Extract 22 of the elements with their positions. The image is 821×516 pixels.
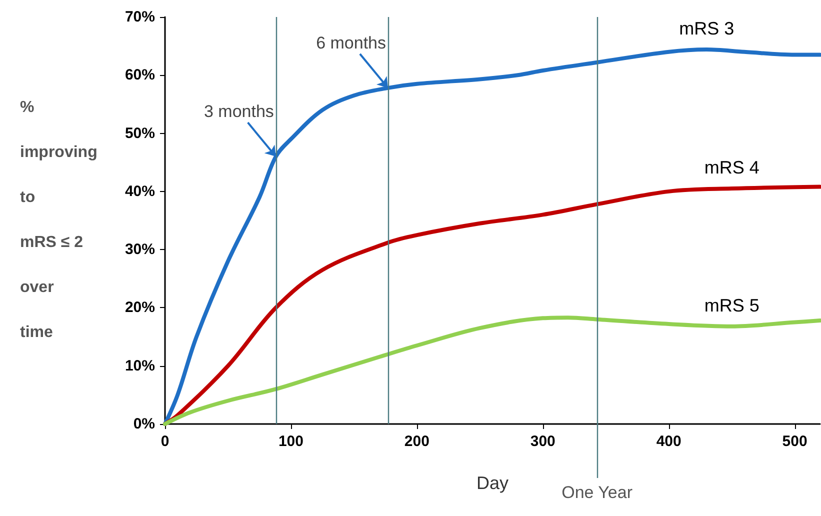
ref-line-label: One Year <box>562 483 633 502</box>
annotation: 6 months <box>316 34 386 53</box>
y-tick-label: 50% <box>124 124 155 142</box>
y-tick-label: 20% <box>124 299 155 316</box>
y-tick-label: 40% <box>124 182 155 200</box>
x-tick-label: 300 <box>530 433 556 450</box>
x-axis-title: Day <box>476 473 509 493</box>
x-tick-label: 100 <box>278 433 304 450</box>
x-tick-label: 400 <box>656 433 682 450</box>
y-tick-label: 10% <box>124 357 155 374</box>
x-tick-label: 200 <box>404 433 430 450</box>
series-label: mRS 3 <box>679 18 734 39</box>
y-tick-label: 30% <box>124 241 155 258</box>
x-tick-label: 500 <box>782 433 808 450</box>
y-tick-label: 60% <box>124 66 155 84</box>
text: % improving to mRS ≤ 2 over time <box>20 99 98 341</box>
series-label: mRS 5 <box>704 295 760 316</box>
x-tick-label: 0 <box>160 433 170 450</box>
y-tick-label: 0% <box>133 416 155 432</box>
series-label: mRS 4 <box>704 158 760 178</box>
y-tick-label: 70% <box>124 8 155 26</box>
annotation: 3 months <box>204 102 274 122</box>
